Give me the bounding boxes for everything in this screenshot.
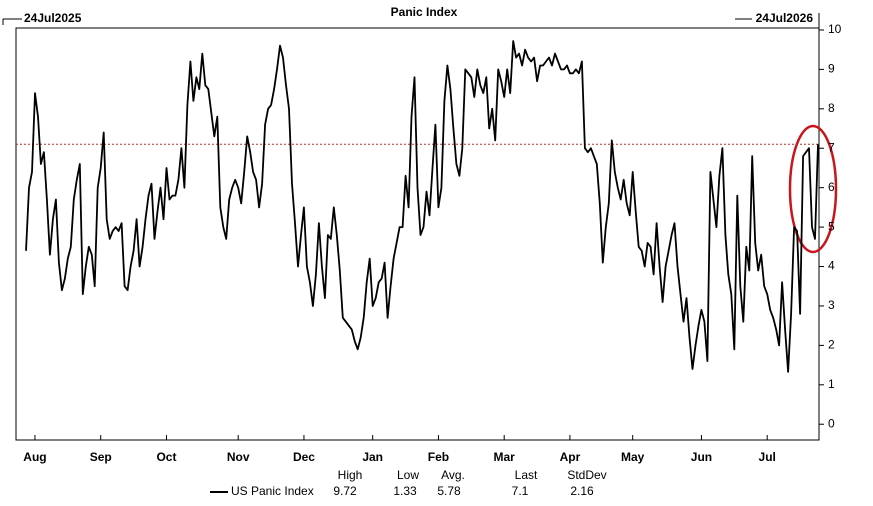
y-tick-label: 6 — [828, 180, 835, 194]
x-tick-label: Mar — [494, 450, 516, 464]
plot-frame — [15, 27, 820, 441]
start-date-label: 24Jul2025 — [24, 11, 82, 25]
y-tick-label: 5 — [828, 219, 835, 233]
stat-header: StdDev — [567, 468, 606, 482]
x-tick-label: Jun — [691, 450, 712, 464]
x-tick-label: Feb — [428, 450, 449, 464]
y-tick-label: 9 — [828, 62, 835, 76]
y-tick-label: 10 — [828, 22, 842, 36]
chart-title: Panic Index — [391, 5, 458, 19]
y-tick-label: 7 — [828, 140, 835, 154]
x-tick-label: Dec — [293, 450, 315, 464]
highlight-ellipse — [788, 124, 838, 254]
stat-value: 1.33 — [393, 484, 417, 498]
x-tick-label: Jul — [759, 450, 776, 464]
stat-value: 7.1 — [512, 484, 529, 498]
y-tick-label: 1 — [828, 377, 835, 391]
stat-header: High — [338, 468, 363, 482]
y-tick-label: 4 — [828, 259, 835, 273]
end-date-label: 24Jul2026 — [756, 11, 814, 25]
stat-value: 9.72 — [333, 484, 357, 498]
x-tick-label: Apr — [560, 450, 581, 464]
stat-header: Avg. — [441, 468, 465, 482]
stat-header: Low — [397, 468, 419, 482]
x-tick-label: Aug — [23, 450, 46, 464]
y-tick-label: 3 — [828, 298, 835, 312]
x-tick-label: Jan — [362, 450, 383, 464]
legend-label: US Panic Index — [231, 484, 314, 498]
y-tick-label: 8 — [828, 101, 835, 115]
data-line — [25, 40, 819, 373]
stat-value: 2.16 — [570, 484, 594, 498]
x-tick-label: Oct — [156, 450, 176, 464]
y-tick-label: 2 — [828, 338, 835, 352]
stat-header: Last — [515, 468, 538, 482]
stat-value: 5.78 — [437, 484, 461, 498]
x-tick-label: May — [621, 450, 645, 464]
x-tick-label: Sep — [90, 450, 112, 464]
y-tick-label: 0 — [828, 416, 835, 430]
x-tick-label: Nov — [227, 450, 250, 464]
